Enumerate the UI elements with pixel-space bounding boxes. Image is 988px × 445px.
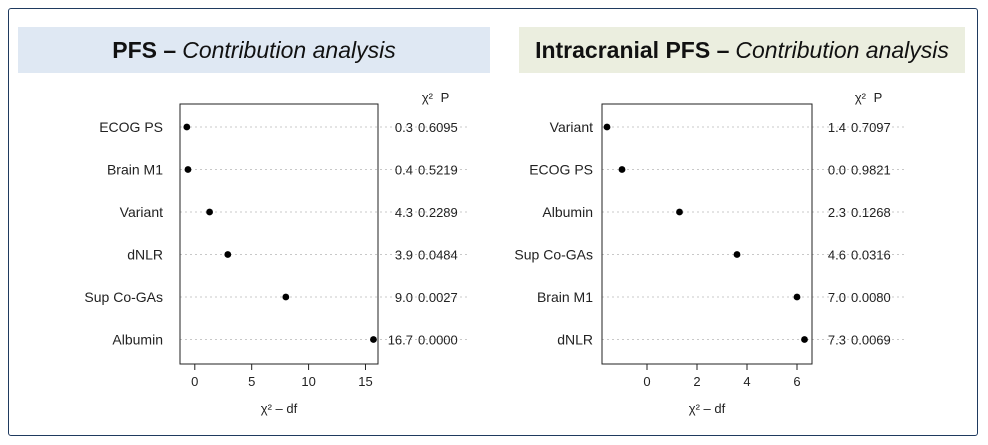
- x-tick-label: 5: [248, 374, 255, 389]
- p-value: 0.0069: [851, 333, 891, 348]
- chart-title-italic: Contribution analysis: [735, 36, 949, 63]
- category-label: Albumin: [542, 204, 593, 220]
- category-label: Brain M1: [537, 289, 593, 305]
- chi2-value: 0.3: [395, 120, 413, 135]
- chart-title-italic: Contribution analysis: [182, 36, 396, 63]
- data-point: [184, 166, 192, 173]
- data-point: [206, 208, 213, 216]
- chi2-value: 7.3: [828, 333, 846, 348]
- data-point: [618, 166, 626, 173]
- p-value: 0.0316: [851, 248, 891, 263]
- category-label: ECOG PS: [529, 162, 593, 178]
- x-axis-label: χ² – df: [261, 401, 298, 416]
- data-point: [733, 251, 741, 258]
- p-value: 0.5219: [418, 163, 458, 178]
- data-point: [676, 208, 683, 216]
- x-tick-label: 15: [358, 374, 372, 389]
- header-chi2: χ²: [422, 90, 434, 105]
- category-label: Sup Co-GAs: [84, 289, 163, 305]
- category-label: dNLR: [557, 332, 593, 348]
- chi2-value: 7.0: [828, 290, 846, 305]
- chart-title-intracranial-pfs: Intracranial PFS – Contribution analysis: [519, 27, 965, 73]
- p-value: 0.0027: [418, 290, 458, 305]
- p-value: 0.2289: [418, 205, 458, 220]
- chi2-value: 16.7: [388, 333, 413, 348]
- figure-frame: [8, 8, 978, 436]
- x-tick-label: 10: [301, 374, 315, 389]
- x-tick-label: 0: [643, 374, 650, 389]
- p-value: 0.1268: [851, 205, 891, 220]
- x-axis-label: χ² – df: [689, 401, 726, 416]
- p-value: 0.0000: [418, 333, 458, 348]
- p-value: 0.6095: [418, 120, 458, 135]
- plot-area: [601, 103, 813, 365]
- chi2-value: 4.6: [828, 248, 846, 263]
- p-value: 0.0080: [851, 290, 891, 305]
- x-tick-label: 2: [693, 374, 700, 389]
- p-value: 0.0484: [418, 248, 458, 263]
- chi2-value: 3.9: [395, 248, 413, 263]
- p-value: 0.7097: [851, 120, 891, 135]
- category-label: Sup Co-GAs: [514, 247, 593, 263]
- chart-title-bold: PFS –: [112, 36, 177, 63]
- data-point: [793, 293, 801, 301]
- chi2-value: 9.0: [395, 290, 413, 305]
- chi2-value: 1.4: [828, 120, 846, 135]
- chart-title-bold: Intracranial PFS –: [535, 36, 730, 63]
- category-label: Variant: [550, 119, 593, 135]
- category-label: Albumin: [112, 332, 163, 348]
- data-point: [801, 336, 808, 343]
- chi2-value: 0.4: [395, 163, 413, 178]
- header-p: P: [441, 90, 450, 105]
- x-tick-label: 6: [793, 374, 800, 389]
- category-label: dNLR: [127, 247, 163, 263]
- chart-title-pfs: PFS – Contribution analysis: [18, 27, 490, 73]
- category-label: Brain M1: [107, 162, 163, 178]
- chi2-value: 2.3: [828, 205, 846, 220]
- data-point: [224, 251, 232, 258]
- category-label: Variant: [120, 204, 163, 220]
- data-point: [603, 123, 611, 131]
- chi2-value: 0.0: [828, 163, 846, 178]
- x-tick-label: 0: [191, 374, 198, 389]
- plot-area: [179, 103, 379, 365]
- data-point: [183, 123, 191, 131]
- data-point: [370, 336, 377, 343]
- chi2-value: 4.3: [395, 205, 413, 220]
- category-label: ECOG PS: [99, 119, 163, 135]
- x-tick-label: 4: [743, 374, 750, 389]
- header-p: P: [874, 90, 883, 105]
- data-point: [282, 293, 290, 301]
- header-chi2: χ²: [855, 90, 867, 105]
- p-value: 0.9821: [851, 163, 891, 178]
